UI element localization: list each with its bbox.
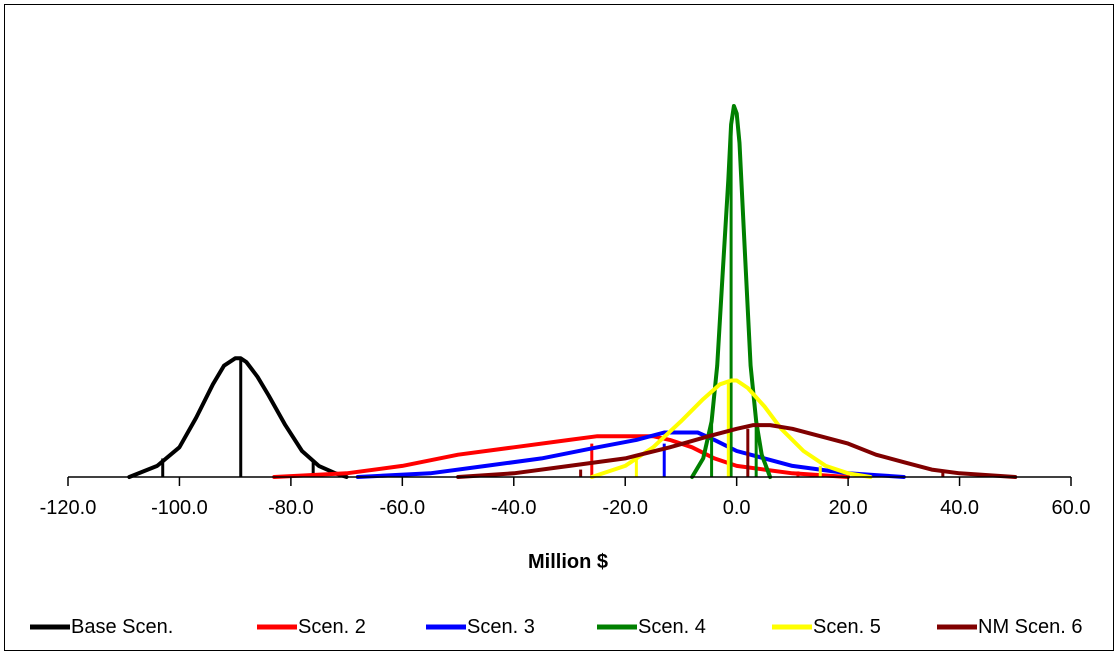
legend-item: Scen. 3: [426, 616, 535, 638]
series-6: [456, 423, 1018, 479]
legend-item: Scen. 4: [597, 616, 706, 638]
series-3: [355, 430, 906, 479]
legend-item: Scen. 2: [257, 616, 366, 638]
plot-series-group: [127, 104, 1018, 479]
x-tick-label: -60.0: [380, 497, 426, 519]
series-line: [690, 104, 773, 479]
series-5: [589, 378, 873, 479]
x-tick-label: -20.0: [602, 497, 648, 519]
legend: Base Scen. Scen. 2 Scen. 3 Scen. 4 Scen. 5 NM…: [30, 616, 1082, 638]
x-tick-label: -40.0: [491, 497, 537, 519]
x-tick-label: 20.0: [829, 497, 868, 519]
legend-item: Base Scen.: [30, 616, 173, 638]
series-line: [589, 378, 873, 479]
x-tick-label: -120.0: [40, 497, 97, 519]
x-tick-label: 0.0: [723, 497, 751, 519]
legend-label: Scen. 5: [813, 616, 881, 638]
legend-label: Scen. 2: [298, 616, 366, 638]
series-line: [127, 356, 349, 479]
x-tick-label: 40.0: [940, 497, 979, 519]
legend-label: Scen. 3: [467, 616, 535, 638]
legend-item: NM Scen. 6: [937, 616, 1082, 638]
legend-item: Scen. 5: [772, 616, 881, 638]
x-axis: -120.0 -100.0 -80.0 -60.0 -40.0 -20.0 0.0 20.0 4…: [40, 476, 1091, 519]
chart-frame: [4, 4, 1114, 651]
series-line: [456, 423, 1018, 479]
legend-label: Scen. 4: [638, 616, 706, 638]
x-tick-label: 60.0: [1052, 497, 1091, 519]
series-line: [355, 430, 906, 479]
series-4: [690, 104, 773, 479]
legend-label: Base Scen.: [71, 616, 173, 638]
x-tick-label: -100.0: [151, 497, 208, 519]
x-tick-label: -80.0: [268, 497, 314, 519]
series-1: [127, 356, 349, 479]
x-axis-title: Million $: [528, 551, 608, 573]
legend-label: NM Scen. 6: [978, 616, 1082, 638]
